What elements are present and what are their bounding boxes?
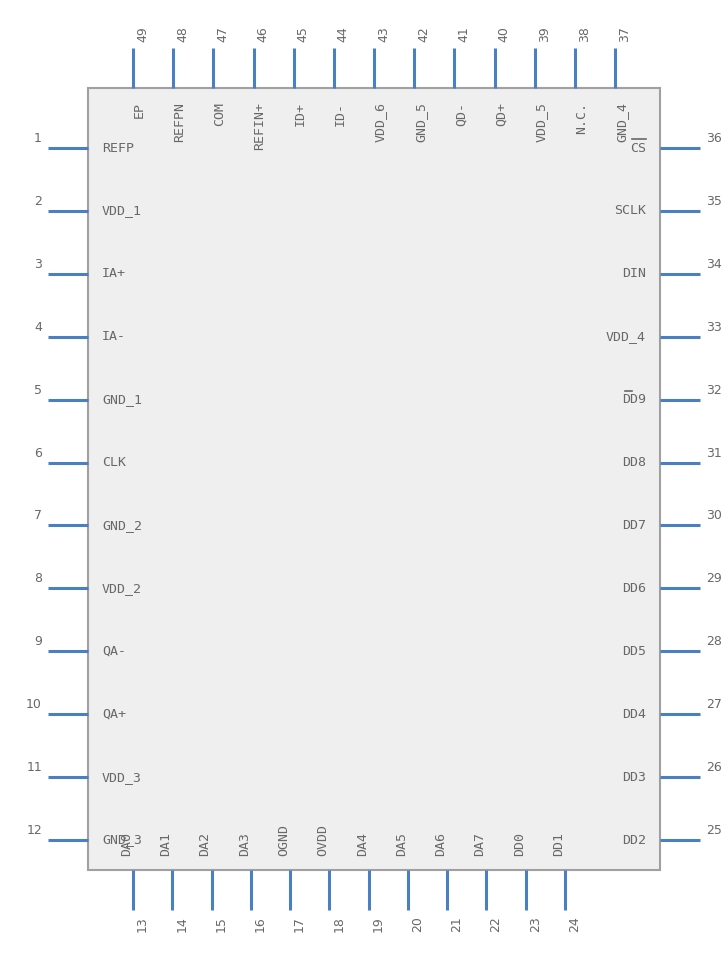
Text: DD6: DD6 <box>622 582 646 595</box>
Text: 36: 36 <box>706 132 721 145</box>
Text: 37: 37 <box>618 26 631 42</box>
Text: 46: 46 <box>256 26 269 42</box>
Text: 4: 4 <box>34 320 42 334</box>
Text: VDD_6: VDD_6 <box>374 102 387 142</box>
Text: 35: 35 <box>706 195 722 208</box>
Text: COM: COM <box>213 102 226 126</box>
Text: GND_3: GND_3 <box>102 833 142 846</box>
Text: SCLK: SCLK <box>614 204 646 218</box>
Text: 9: 9 <box>34 635 42 649</box>
Text: VDD_2: VDD_2 <box>102 582 142 595</box>
Text: 26: 26 <box>706 761 721 774</box>
Text: IA-: IA- <box>102 330 126 344</box>
Text: 1: 1 <box>34 132 42 145</box>
Text: 12: 12 <box>26 824 42 837</box>
Text: 24: 24 <box>568 916 581 932</box>
Text: DA7: DA7 <box>473 832 486 856</box>
Text: DD8: DD8 <box>622 456 646 469</box>
Text: 23: 23 <box>529 916 542 932</box>
Text: QD+: QD+ <box>494 102 507 126</box>
Text: VDD_1: VDD_1 <box>102 204 142 218</box>
Text: GND_2: GND_2 <box>102 519 142 532</box>
Text: 20: 20 <box>411 916 424 932</box>
Text: 27: 27 <box>706 698 722 711</box>
Text: 10: 10 <box>26 698 42 711</box>
Text: DIN: DIN <box>622 267 646 281</box>
Text: 16: 16 <box>254 916 267 932</box>
Text: 19: 19 <box>371 916 384 932</box>
Text: ID+: ID+ <box>293 102 306 126</box>
Text: 39: 39 <box>538 26 550 42</box>
Text: 44: 44 <box>337 26 350 42</box>
Text: 28: 28 <box>706 635 722 649</box>
Text: 45: 45 <box>297 26 309 42</box>
Text: EP: EP <box>133 102 146 118</box>
Text: DA3: DA3 <box>238 832 251 856</box>
Text: 30: 30 <box>706 509 722 523</box>
Text: 21: 21 <box>450 916 463 932</box>
Text: 47: 47 <box>216 26 229 42</box>
Text: 18: 18 <box>333 916 345 932</box>
Text: GND_4: GND_4 <box>615 102 628 142</box>
Text: VDD_4: VDD_4 <box>606 330 646 344</box>
Text: 2: 2 <box>34 195 42 208</box>
Text: 3: 3 <box>34 257 42 271</box>
Text: VDD_3: VDD_3 <box>102 771 142 783</box>
Text: 11: 11 <box>26 761 42 774</box>
Text: REFPN: REFPN <box>173 102 186 142</box>
Text: 31: 31 <box>706 446 721 460</box>
Text: DD5: DD5 <box>622 645 646 658</box>
Text: GND_5: GND_5 <box>414 102 427 142</box>
Text: CS: CS <box>630 141 646 155</box>
Text: 42: 42 <box>417 26 430 42</box>
Text: REFIN+: REFIN+ <box>253 102 266 150</box>
Text: DD1: DD1 <box>552 832 565 856</box>
Text: DD7: DD7 <box>622 519 646 532</box>
Text: DA4: DA4 <box>356 832 368 856</box>
Text: 7: 7 <box>34 509 42 523</box>
Text: 43: 43 <box>377 26 390 42</box>
Text: DA5: DA5 <box>395 832 408 856</box>
Text: DD0: DD0 <box>513 832 526 856</box>
Text: 25: 25 <box>706 824 722 837</box>
Text: DA2: DA2 <box>199 832 212 856</box>
Text: ID-: ID- <box>334 102 347 126</box>
Text: DA0: DA0 <box>120 832 133 856</box>
Text: IA+: IA+ <box>102 267 126 281</box>
Text: 40: 40 <box>497 26 510 42</box>
Text: N.C.: N.C. <box>575 102 587 134</box>
Text: VDD_5: VDD_5 <box>534 102 547 142</box>
Text: GND_1: GND_1 <box>102 393 142 407</box>
Text: 29: 29 <box>706 572 721 586</box>
Text: OVDD: OVDD <box>317 824 329 856</box>
Text: DD2: DD2 <box>622 833 646 846</box>
Text: 13: 13 <box>136 916 149 932</box>
Text: REFP: REFP <box>102 141 134 155</box>
Text: 33: 33 <box>706 320 721 334</box>
Text: 49: 49 <box>136 26 149 42</box>
Text: 14: 14 <box>175 916 189 932</box>
Text: 38: 38 <box>578 26 591 42</box>
Text: QD-: QD- <box>454 102 467 126</box>
Text: QA-: QA- <box>102 645 126 658</box>
Text: QA+: QA+ <box>102 708 126 721</box>
Text: DD4: DD4 <box>622 708 646 721</box>
Text: 32: 32 <box>706 383 721 397</box>
Text: OGND: OGND <box>277 824 290 856</box>
Text: 22: 22 <box>489 916 502 932</box>
Text: DD9: DD9 <box>622 393 646 407</box>
Bar <box>88 88 660 870</box>
Text: 6: 6 <box>34 446 42 460</box>
Text: DA6: DA6 <box>434 832 447 856</box>
Text: 5: 5 <box>34 383 42 397</box>
Text: 17: 17 <box>293 916 306 932</box>
Text: DA1: DA1 <box>159 832 173 856</box>
Text: 34: 34 <box>706 257 721 271</box>
Text: 48: 48 <box>176 26 189 42</box>
Text: 15: 15 <box>215 916 228 932</box>
Text: CLK: CLK <box>102 456 126 469</box>
Text: DD3: DD3 <box>622 771 646 783</box>
Text: 8: 8 <box>34 572 42 586</box>
Text: 41: 41 <box>457 26 470 42</box>
